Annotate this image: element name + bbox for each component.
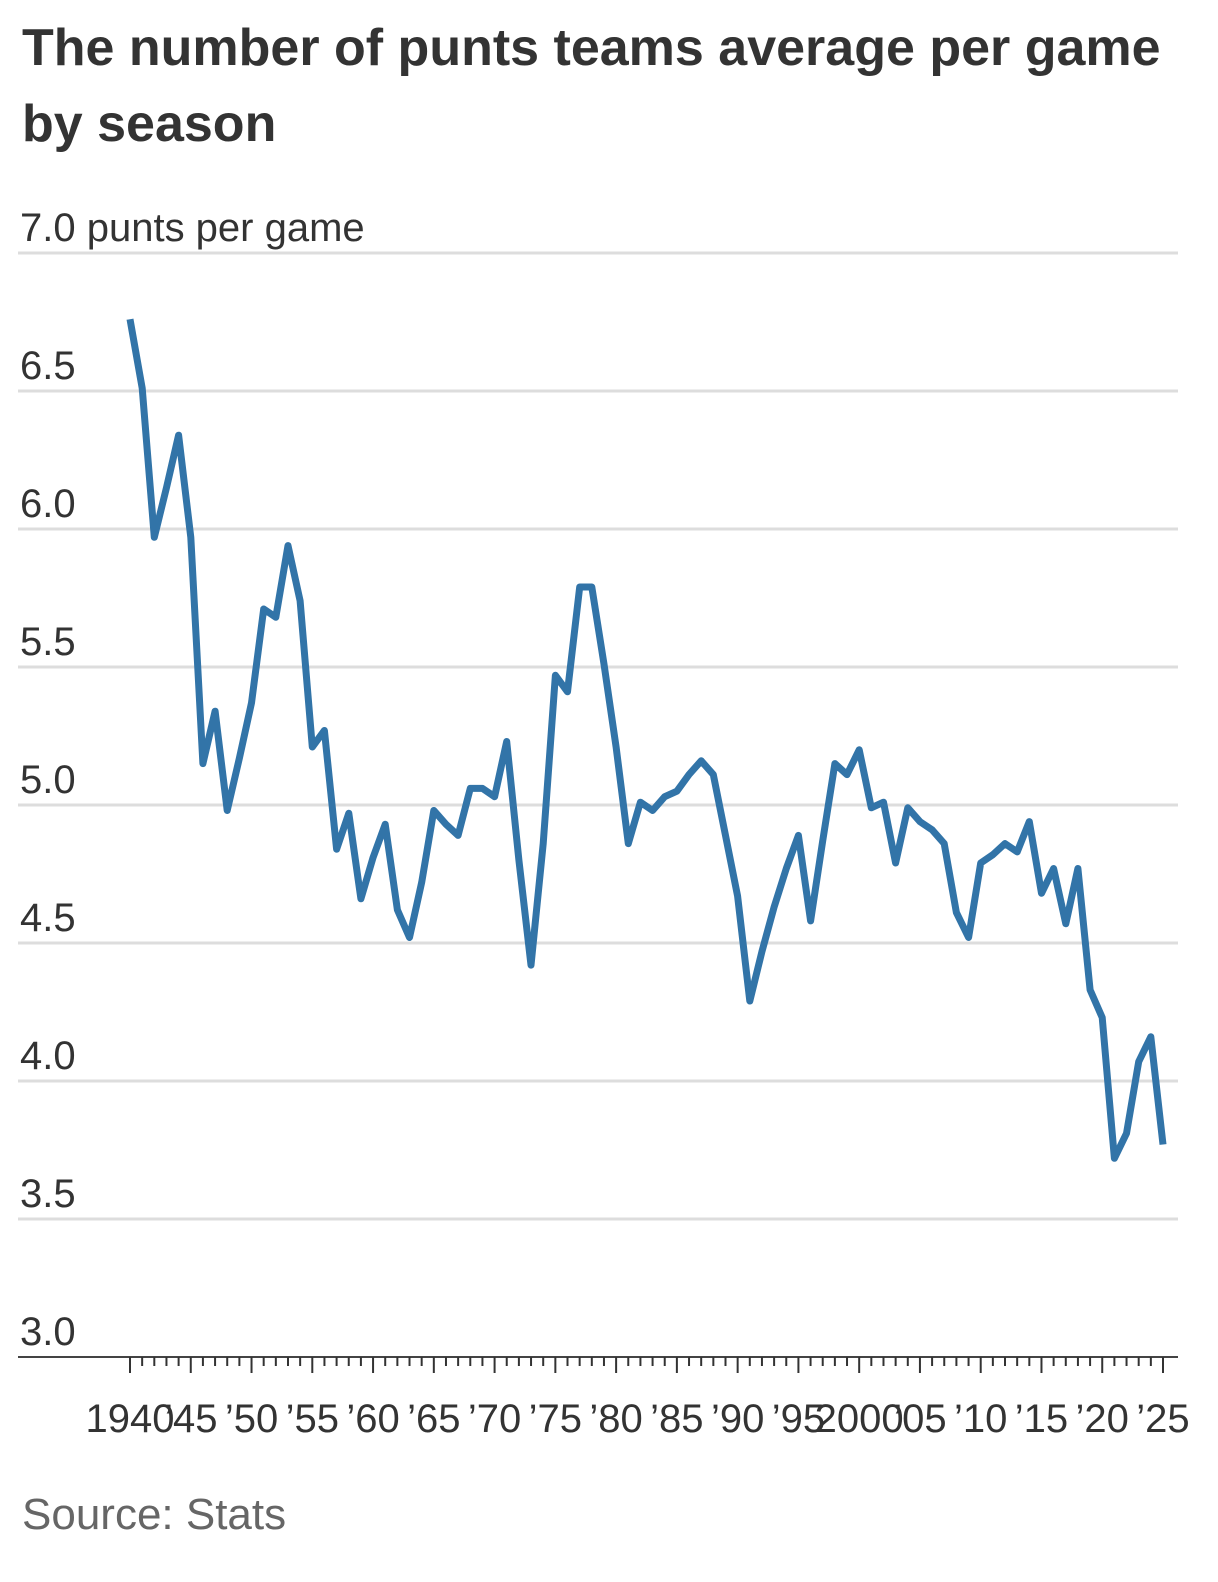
x-tick-label: ’55	[286, 1397, 339, 1441]
x-tick-label: 1940	[86, 1397, 175, 1441]
x-axis: 1940’45’50’55’60’65’70’75’80’85’90’95200…	[86, 1357, 1190, 1441]
x-tick-label: ’65	[407, 1397, 460, 1441]
y-tick-label: 4.0	[20, 1034, 76, 1078]
x-tick-label: ’20	[1076, 1397, 1129, 1441]
x-tick-label: ’45	[164, 1397, 217, 1441]
x-tick-label: ’05	[893, 1397, 946, 1441]
source-note: Source: Stats	[22, 1490, 287, 1539]
y-axis-labels: 7.0 punts per game 6.5 6.0 5.5 5.0 4.5 4.0 3.5 3…	[20, 206, 365, 1354]
y-tick-label: 5.0	[20, 758, 76, 802]
gridlines	[18, 251, 1178, 1358]
y-tick-label: 4.5	[20, 896, 76, 940]
chart-title: The number of punts teams average per ga…	[22, 19, 1161, 153]
x-tick-label: ’90	[711, 1397, 764, 1441]
x-tick-label: ’75	[529, 1397, 582, 1441]
x-tick-label: ’70	[468, 1397, 521, 1441]
x-tick-label: ’95	[772, 1397, 825, 1441]
y-tick-label: 6.0	[20, 482, 76, 526]
x-tick-label: ’10	[954, 1397, 1007, 1441]
x-tick-label: ’25	[1136, 1397, 1189, 1441]
x-tick-label: 2000	[815, 1397, 904, 1441]
y-tick-label: 7.0 punts per game	[20, 206, 365, 250]
x-tick-label: ’60	[346, 1397, 399, 1441]
y-tick-label: 6.5	[20, 344, 76, 388]
line-chart: 7.0 punts per game 6.5 6.0 5.5 5.0 4.5 4.0 3.5 3…	[18, 206, 1190, 1441]
x-tick-label: ’85	[650, 1397, 703, 1441]
y-tick-label: 3.5	[20, 1172, 76, 1216]
x-tick-label: ’80	[589, 1397, 642, 1441]
series-layer	[126, 318, 1167, 1162]
y-tick-label: 3.0	[20, 1310, 76, 1354]
x-tick-label: ’15	[1015, 1397, 1068, 1441]
y-tick-label: 5.5	[20, 620, 76, 664]
x-tick-label: ’50	[225, 1397, 278, 1441]
series-line	[126, 318, 1167, 1162]
